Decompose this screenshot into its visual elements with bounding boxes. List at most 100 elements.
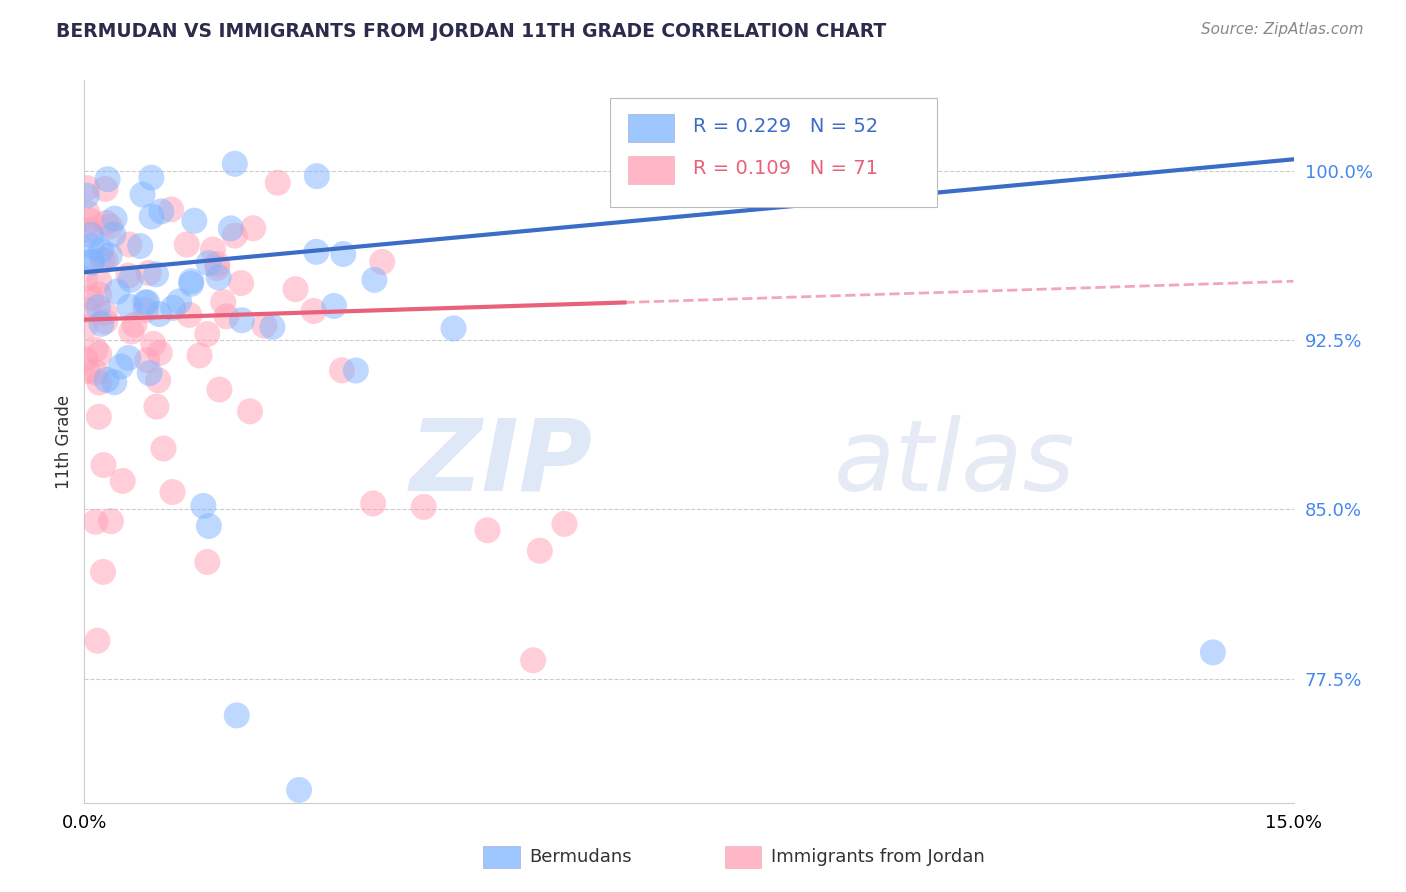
Point — [91, 565, 114, 579]
Point — [80, 214, 103, 228]
Point — [197, 256, 219, 270]
Point — [284, 282, 307, 296]
Point — [98, 248, 121, 262]
Point — [75, 320, 97, 334]
Point — [110, 359, 132, 374]
Point — [188, 348, 211, 362]
Point — [90, 317, 112, 331]
Point — [183, 213, 205, 227]
Text: atlas: atlas — [834, 415, 1076, 512]
Point — [91, 253, 114, 268]
FancyBboxPatch shape — [610, 98, 936, 207]
Point — [477, 524, 499, 538]
Point — [80, 227, 103, 242]
Point — [207, 270, 229, 285]
Point — [94, 314, 117, 328]
Point — [145, 268, 167, 282]
Point — [136, 295, 159, 310]
Point — [529, 543, 551, 558]
Point — [330, 363, 353, 377]
Point — [148, 373, 170, 387]
Point — [332, 247, 354, 261]
Point — [363, 273, 385, 287]
Point — [212, 295, 235, 310]
Point — [224, 157, 246, 171]
Point — [288, 783, 311, 797]
Point — [141, 210, 163, 224]
Y-axis label: 11th Grade: 11th Grade — [55, 394, 73, 489]
Point — [93, 458, 115, 472]
Point — [75, 352, 97, 367]
Point — [98, 219, 121, 234]
Point — [167, 294, 190, 309]
Point — [120, 273, 142, 287]
Point — [84, 365, 107, 379]
Point — [150, 204, 173, 219]
Point — [242, 221, 264, 235]
Point — [323, 299, 346, 313]
Point — [87, 300, 110, 314]
Point — [176, 237, 198, 252]
Point — [443, 321, 465, 335]
Point — [80, 239, 103, 253]
Point — [262, 320, 284, 334]
Point — [193, 499, 215, 513]
Point — [87, 274, 110, 288]
Text: ZIP: ZIP — [409, 415, 592, 512]
Point — [162, 301, 184, 315]
Point — [180, 277, 202, 291]
Point — [134, 295, 156, 310]
Point — [84, 515, 107, 529]
Point — [96, 373, 118, 387]
Point — [231, 313, 253, 327]
Point — [148, 307, 170, 321]
Point — [86, 633, 108, 648]
Point — [80, 291, 103, 305]
Point — [77, 303, 100, 318]
Point — [152, 442, 174, 456]
Point — [129, 239, 152, 253]
Point — [179, 308, 201, 322]
Text: BERMUDAN VS IMMIGRANTS FROM JORDAN 11TH GRADE CORRELATION CHART: BERMUDAN VS IMMIGRANTS FROM JORDAN 11TH … — [56, 22, 887, 41]
Point — [302, 304, 325, 318]
Point — [84, 343, 107, 357]
Point — [198, 519, 221, 533]
Point — [142, 336, 165, 351]
Point — [160, 202, 183, 217]
FancyBboxPatch shape — [725, 847, 762, 868]
Point — [239, 404, 262, 418]
FancyBboxPatch shape — [628, 114, 675, 142]
Point — [96, 216, 118, 230]
Point — [100, 514, 122, 528]
Point — [117, 351, 139, 365]
Point — [207, 261, 229, 276]
Text: R = 0.109   N = 71: R = 0.109 N = 71 — [693, 159, 877, 178]
Point — [305, 244, 328, 259]
Point — [80, 255, 103, 269]
Point — [94, 182, 117, 196]
Point — [105, 285, 128, 299]
Point — [104, 211, 127, 226]
Point — [180, 274, 202, 288]
Point — [305, 169, 328, 183]
Point — [76, 205, 98, 219]
Point — [145, 400, 167, 414]
Point — [162, 485, 184, 500]
Point — [75, 271, 97, 285]
Point — [90, 244, 112, 258]
Point — [219, 221, 242, 235]
FancyBboxPatch shape — [484, 847, 520, 868]
Point — [224, 228, 246, 243]
Point — [1202, 645, 1225, 659]
Point — [118, 237, 141, 252]
Point — [267, 176, 290, 190]
Point — [80, 254, 103, 268]
Text: R = 0.229   N = 52: R = 0.229 N = 52 — [693, 117, 877, 136]
Point — [141, 170, 163, 185]
Point — [138, 266, 160, 280]
Point — [553, 516, 575, 531]
Text: Immigrants from Jordan: Immigrants from Jordan — [770, 848, 986, 866]
Point — [229, 276, 252, 290]
Point — [201, 243, 224, 257]
Point — [215, 310, 238, 324]
